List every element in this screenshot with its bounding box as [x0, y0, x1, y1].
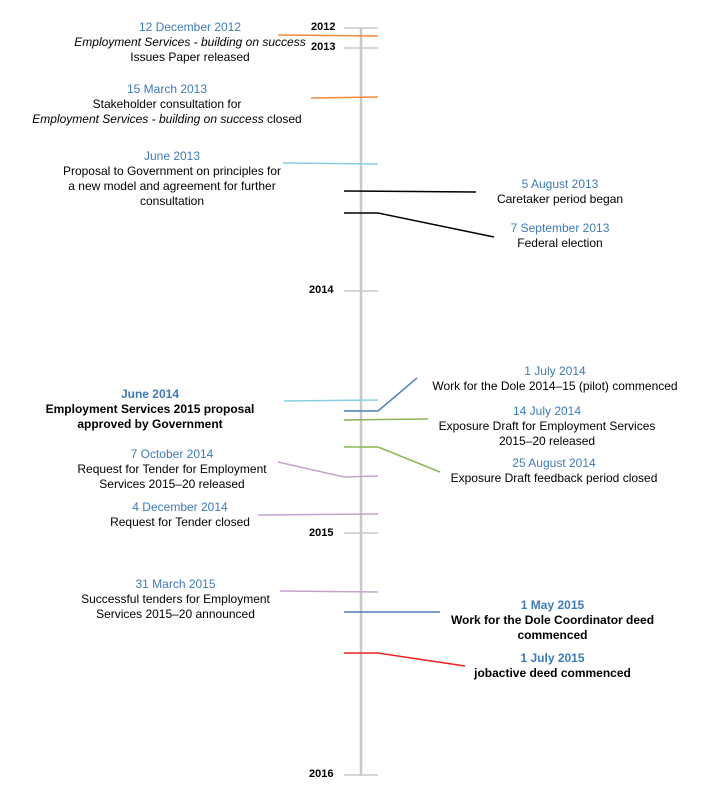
connector-jul-2015	[344, 652, 466, 667]
year-label-2016: 2016	[309, 768, 334, 780]
connector-jun-2013	[282, 162, 379, 165]
connector-sep-2013	[344, 212, 495, 238]
event-date: 12 December 2012	[138, 20, 242, 34]
event-description: jobactive deed commenced	[474, 666, 631, 680]
event-oct-2014: 7 October 2014 Request for Tender for Em…	[62, 447, 282, 492]
connector-jul-2014	[344, 377, 418, 412]
event-jun-2014: June 2014 Employment Services 2015 propo…	[35, 387, 265, 432]
event-dec-2012: 12 December 2012 Employment Services - b…	[40, 20, 340, 65]
connector-oct-2014	[277, 461, 379, 478]
event-aug-2013: 5 August 2013 Caretaker period began	[480, 177, 640, 207]
year-label-2014: 2014	[309, 284, 334, 296]
event-date: 25 August 2014	[512, 456, 596, 470]
event-date: 7 September 2013	[510, 221, 610, 235]
event-description: Employment Services 2015 proposal approv…	[45, 402, 255, 431]
event-title-italic: Employment Services - building on succes…	[32, 112, 264, 126]
connector-aug-2013	[343, 190, 477, 193]
event-description: Proposal to Government on principles for…	[62, 164, 282, 208]
event-description: Caretaker period began	[496, 192, 624, 206]
year-label-2012: 2012	[311, 21, 336, 33]
event-date: 31 March 2015	[135, 577, 216, 591]
event-description: Issues Paper released	[130, 50, 250, 64]
event-description: Stakeholder consultation for	[92, 97, 242, 111]
event-date: June 2014	[120, 387, 180, 401]
event-date: 5 August 2013	[521, 177, 599, 191]
event-title-italic: Employment Services - building on succes…	[74, 35, 306, 49]
event-mar-2013: 15 March 2013 Stakeholder consultation f…	[17, 82, 317, 127]
connector-jun-2014	[283, 399, 379, 402]
event-sep-2013: 7 September 2013 Federal election	[480, 221, 640, 251]
event-date: 4 December 2014	[132, 500, 228, 514]
event-dec-2014: 4 December 2014 Request for Tender close…	[80, 500, 280, 530]
event-description: Work for the Dole Coordinator deed comme…	[450, 613, 655, 642]
connector-dec-2014	[257, 513, 379, 516]
event-mar-2015: 31 March 2015 Successful tenders for Emp…	[68, 577, 283, 622]
year-label-2013: 2013	[311, 41, 336, 53]
event-jul-2014: 1 July 2014 Work for the Dole 2014–15 (p…	[420, 364, 690, 394]
connector-jul-2014-exposure	[343, 418, 429, 421]
event-date: 1 May 2015	[520, 598, 585, 612]
event-jun-2013: June 2013 Proposal to Government on prin…	[58, 149, 286, 209]
event-description: Request for Tender for Employment Servic…	[77, 462, 267, 491]
event-aug-2014: 25 August 2014 Exposure Draft feedback p…	[440, 456, 668, 486]
connector-mar-2013	[310, 96, 379, 99]
event-date: 14 July 2014	[512, 404, 582, 418]
event-description: Exposure Draft for Employment Services 2…	[438, 419, 656, 448]
event-date: 7 October 2014	[130, 447, 214, 461]
event-jul-2014-exposure: 14 July 2014 Exposure Draft for Employme…	[432, 404, 662, 449]
event-description: Exposure Draft feedback period closed	[450, 471, 658, 485]
event-description: Successful tenders for Employment Servic…	[81, 592, 270, 621]
event-jul-2015: 1 July 2015 jobactive deed commenced	[455, 651, 650, 681]
connector-aug-2014	[344, 446, 441, 473]
event-date: 15 March 2013	[126, 82, 208, 96]
year-label-2015: 2015	[309, 527, 334, 539]
event-description: Work for the Dole 2014–15 (pilot) commen…	[432, 379, 678, 393]
event-date: 1 July 2015	[520, 651, 585, 665]
connector-mar-2015	[279, 590, 379, 593]
event-description: Request for Tender closed	[110, 515, 250, 529]
event-description-tail: closed	[267, 112, 302, 126]
event-date: 1 July 2014	[524, 364, 586, 378]
event-may-2015: 1 May 2015 Work for the Dole Coordinator…	[440, 598, 665, 643]
connector-dec-2012	[277, 34, 379, 37]
event-date: June 2013	[143, 149, 201, 163]
event-description: Federal election	[517, 236, 603, 250]
